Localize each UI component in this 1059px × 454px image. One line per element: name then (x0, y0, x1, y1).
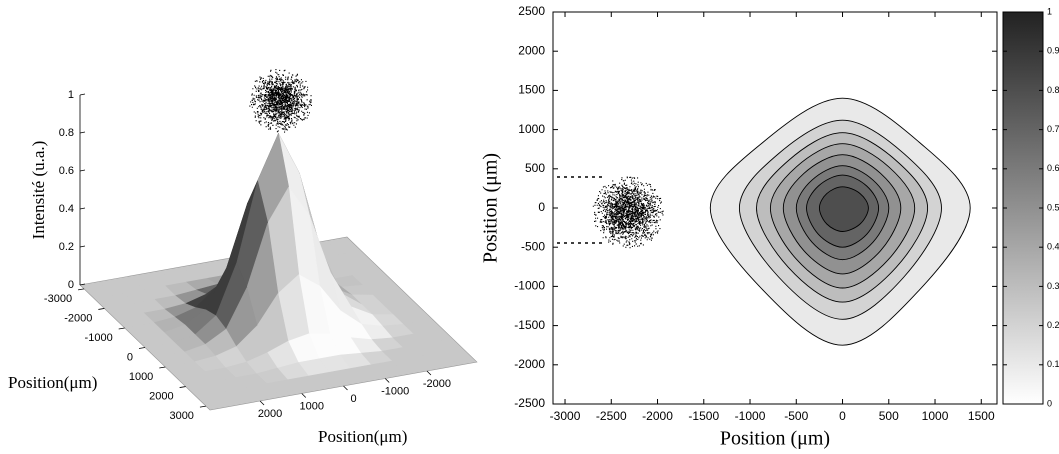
contour-fill (819, 186, 869, 232)
colorbar-tick-label: 0.2 (1047, 320, 1059, 330)
z-tick-label: 0 (68, 279, 74, 291)
y-tick (384, 378, 390, 383)
x-tick-label: 0 (839, 409, 846, 423)
y-tick-label: 0 (538, 200, 545, 214)
y-tick-label: 0 (350, 393, 356, 405)
y-tick (301, 393, 307, 398)
contour-line (818, 186, 869, 232)
contour-line (769, 143, 916, 289)
speckle-image (249, 69, 312, 133)
x-tick-label: -3000 (550, 409, 581, 423)
colorbar (1002, 11, 1044, 405)
colorbar-tick-label: 0.4 (1047, 242, 1059, 252)
colorbar-tick-label: 1 (1047, 6, 1052, 16)
x-tick-label: -3000 (44, 293, 72, 305)
z-tick-label: 0.6 (59, 165, 74, 177)
y-tick-label: 1000 (518, 122, 545, 136)
x-axis-label: Position(μm) (8, 373, 97, 392)
contour-line (795, 165, 890, 261)
z-tick (79, 207, 86, 210)
contour-line (806, 174, 880, 248)
x-tick-label: 3000 (169, 410, 193, 422)
y-axis-label: Position(μm) (318, 427, 407, 446)
y-tick-label: -500 (521, 239, 545, 253)
z-tick-label: 1 (68, 89, 74, 101)
colorbar-tick-label: 0.8 (1047, 85, 1059, 95)
y-tick (343, 385, 348, 391)
colorbar-tick-label: 0.6 (1047, 163, 1059, 173)
x-tick-label: 1000 (922, 409, 949, 423)
z-tick-label: 0.4 (59, 203, 74, 215)
x-tick (98, 308, 105, 310)
y-tick-label: -2500 (514, 396, 545, 410)
x-tick-label: -2000 (64, 312, 92, 324)
x-tick-label: -500 (784, 409, 808, 423)
z-tick (79, 93, 86, 96)
y-tick-label: -2000 (423, 378, 451, 390)
z-tick (79, 131, 86, 134)
x-tick (138, 347, 146, 349)
colorbar-tick-label: 0.3 (1047, 281, 1059, 291)
contour-line (709, 97, 971, 346)
y-tick-label: 1500 (518, 83, 545, 97)
x-tick (179, 386, 186, 388)
y-tick-label: 2000 (518, 43, 545, 57)
x-tick-label: 2000 (149, 390, 173, 402)
y-tick (259, 400, 265, 406)
x-tick (199, 405, 207, 408)
speckle-image (592, 176, 664, 249)
x-tick-label: -1000 (735, 409, 766, 423)
colorbar-tick-label: 0.9 (1047, 46, 1059, 56)
x-tick (118, 327, 125, 330)
x-tick-label: -1000 (85, 332, 113, 344)
x-tick-label: -1500 (688, 409, 719, 423)
z-tick-label: 0.2 (59, 241, 74, 253)
contour-panel: Position (μm) Position (μm) -3000 -2500 -2… (480, 4, 1059, 449)
x-tick-label: 1500 (968, 409, 995, 423)
x-tick (77, 288, 85, 291)
contour-line (782, 154, 902, 275)
y-tick (426, 370, 432, 376)
z-tick (79, 245, 86, 248)
z-tick (79, 283, 86, 286)
y-tick-label: 500 (525, 161, 545, 175)
x-tick-label: -2500 (596, 409, 627, 423)
y-tick-label: 2500 (518, 4, 545, 18)
y-tick-label: -1500 (514, 318, 545, 332)
x-tick-label: 0 (127, 351, 133, 363)
y-tick-label: 1000 (300, 400, 324, 412)
colorbar-tick-label: 0.5 (1047, 202, 1059, 212)
z-tick (79, 169, 86, 172)
y-axis-label: Position (μm) (480, 153, 502, 263)
contour-line (738, 119, 942, 320)
x-tick-label: -2000 (642, 409, 673, 423)
y-tick-label: -1000 (514, 279, 545, 293)
colorbar-tick-label: 0 (1047, 398, 1052, 408)
z-axis-label: Intensité (u.a.) (29, 141, 48, 240)
x-tick (159, 366, 166, 369)
x-tick-label: 1000 (129, 371, 153, 383)
y-tick-label: 2000 (258, 408, 282, 420)
surface-patch (203, 390, 236, 405)
colorbar-tick-label: 0.1 (1047, 359, 1059, 369)
x-tick-label: 500 (879, 409, 899, 423)
y-tick-label: -1000 (381, 385, 409, 397)
surface-panel: Intensité (u.a.) Position(μm) Position(μ… (8, 69, 478, 446)
colorbar-tick-label: 0.7 (1047, 124, 1059, 134)
z-tick-label: 0.8 (59, 127, 74, 139)
y-tick-label: -2000 (514, 357, 545, 371)
contour-line (756, 132, 929, 303)
x-axis-label: Position (μm) (720, 428, 830, 450)
